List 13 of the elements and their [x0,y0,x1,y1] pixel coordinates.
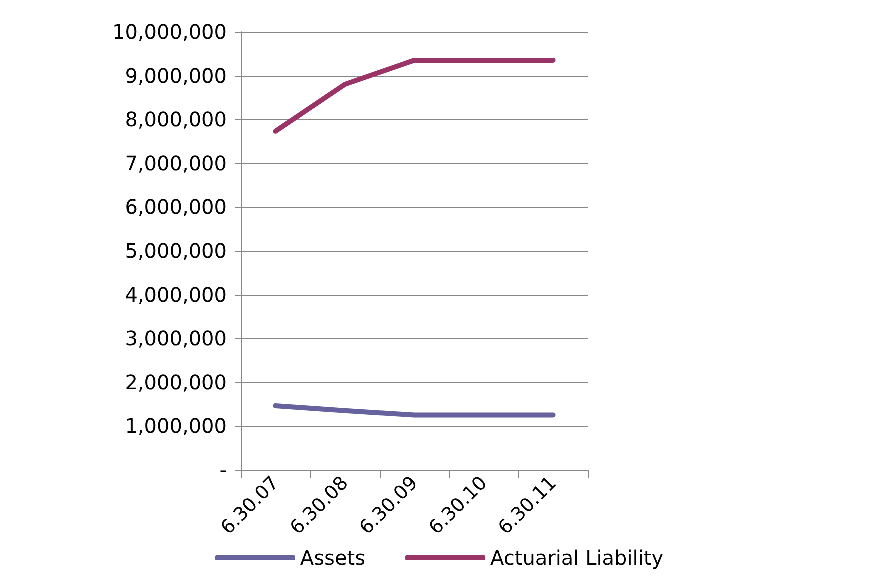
y-tick-label: 5,000,000 [125,239,227,263]
y-tick-label: - [220,458,227,482]
y-tick-label: 1,000,000 [125,414,227,438]
legend-label: Actuarial Liability [490,546,664,570]
legend-label: Assets [300,546,366,570]
y-tick-label: 9,000,000 [125,64,227,88]
y-tick-label: 6,000,000 [125,195,227,220]
y-tick-label: 4,000,000 [125,282,227,307]
y-tick-label: 8,000,000 [125,108,227,132]
y-tick-label: 10,000,000 [112,20,227,44]
y-tick-label: 7,000,000 [125,151,227,176]
y-tick-label: 3,000,000 [125,326,227,351]
y-tick-label: 2,000,000 [125,370,227,394]
